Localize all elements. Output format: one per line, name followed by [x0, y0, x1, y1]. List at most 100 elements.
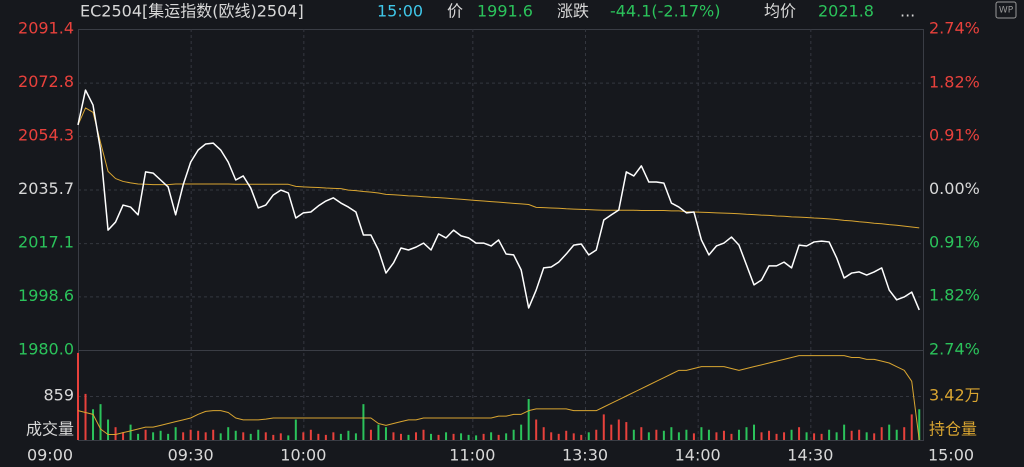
volume-bar — [167, 433, 170, 440]
y-tick-label: 2017.1 — [18, 233, 74, 252]
y2-tick-label: 0.91% — [929, 232, 980, 251]
volume-bar — [362, 404, 365, 440]
volume-bar — [572, 433, 575, 440]
volume-bar — [212, 429, 215, 440]
volume-bar — [843, 424, 846, 440]
volume-bar — [369, 429, 372, 440]
volume-bar — [527, 399, 530, 440]
volume-bar — [865, 432, 868, 440]
volume-bar — [107, 419, 110, 440]
change: -44.1(-2.17%) — [610, 2, 720, 21]
volume-bar — [92, 409, 95, 440]
volume-bar — [482, 433, 485, 440]
volume-bar — [445, 432, 448, 440]
volume-bar — [798, 427, 801, 440]
volume-bar — [595, 429, 598, 440]
volume-bar — [565, 430, 568, 440]
x-tick-label: 09:30 — [168, 446, 214, 465]
volume-bar — [640, 427, 643, 440]
volume-bar — [279, 433, 282, 440]
volume-bar — [580, 434, 583, 440]
volume-bar — [422, 429, 425, 440]
volume-bar — [377, 424, 380, 440]
volume-bar — [820, 433, 823, 440]
volume-bar — [535, 419, 538, 440]
volume-bar — [737, 429, 740, 440]
volume-bar — [858, 429, 861, 440]
y2-tick-label: 2.74% — [929, 340, 980, 359]
volume-bar — [467, 434, 470, 440]
volume-bar — [888, 424, 891, 440]
volume-bar — [753, 424, 755, 440]
volume-bar — [452, 433, 455, 440]
volume-bar — [437, 434, 440, 440]
volume-bar — [512, 429, 515, 440]
volume-bar — [700, 427, 703, 440]
volume-bar — [790, 429, 793, 440]
volume-bar — [354, 433, 357, 440]
volume-bar — [99, 404, 102, 440]
volume-bar — [662, 430, 665, 440]
volume-bar — [460, 433, 463, 440]
volume-bar — [309, 429, 312, 440]
volume-bar — [129, 424, 132, 440]
volume-bar — [685, 429, 688, 440]
volume-label: 成交量 — [26, 420, 74, 439]
plot-frame — [78, 29, 924, 441]
x-tick-label: 14:30 — [787, 446, 833, 465]
volume-bar — [497, 434, 500, 440]
x-tick-label: 15:00 — [928, 446, 974, 465]
volume-bar — [850, 430, 853, 440]
y-tick-label: 2035.7 — [18, 179, 74, 198]
volume-bar — [828, 429, 831, 440]
volume-bar — [557, 433, 560, 440]
price: 1991.6 — [477, 2, 533, 21]
volume-bar — [242, 432, 245, 440]
oi-tick-label: 3.42万 — [929, 386, 981, 405]
volume-bar — [294, 419, 297, 440]
x-tick-label: 14:00 — [675, 446, 721, 465]
volume-bar — [880, 427, 883, 440]
volume-bar — [227, 427, 230, 440]
volume-bar — [332, 432, 335, 440]
icon[interactable]: WP — [999, 6, 1014, 16]
volume-bar — [542, 427, 545, 440]
volume-bar — [625, 422, 628, 440]
volume-bar — [903, 427, 906, 440]
volume-bar — [655, 429, 658, 440]
avg: 2021.8 — [818, 2, 874, 21]
y2-tick-label: 1.82% — [929, 286, 980, 305]
volume-bar — [505, 433, 508, 440]
volume-bar — [384, 427, 387, 440]
volume-bar — [339, 433, 342, 440]
volume-bar — [347, 430, 350, 440]
volume-bar — [137, 433, 140, 440]
volume-bar — [174, 427, 177, 440]
volume-bar — [873, 433, 876, 440]
volume-bar — [783, 432, 786, 440]
oi-label: 持仓量 — [929, 420, 977, 439]
volume-bar — [550, 432, 553, 440]
volume-bar — [114, 427, 117, 440]
x-tick-label: 10:00 — [280, 446, 326, 465]
volume-bar — [610, 424, 613, 440]
volume-bar — [159, 430, 162, 440]
more[interactable]: ... — [900, 2, 915, 21]
y-tick-label: 1980.0 — [18, 340, 74, 359]
volume-bar — [670, 427, 673, 440]
volume-bar — [204, 432, 207, 440]
volume-bar — [722, 430, 725, 440]
y2-tick-label: 1.82% — [929, 72, 980, 91]
y2-tick-label: 0.00% — [929, 179, 980, 198]
volume-bar — [520, 424, 523, 440]
x-tick-label: 13:30 — [562, 446, 608, 465]
volume-bar — [324, 434, 327, 440]
y2-tick-label: 2.74% — [929, 19, 980, 38]
volume-bar — [189, 429, 192, 440]
avg-label: 均价 — [764, 2, 796, 21]
volume-bar — [677, 432, 680, 440]
x-tick-label: 09:00 — [27, 446, 73, 465]
icon-frame[interactable] — [995, 1, 1017, 19]
volume-bar — [813, 433, 816, 440]
